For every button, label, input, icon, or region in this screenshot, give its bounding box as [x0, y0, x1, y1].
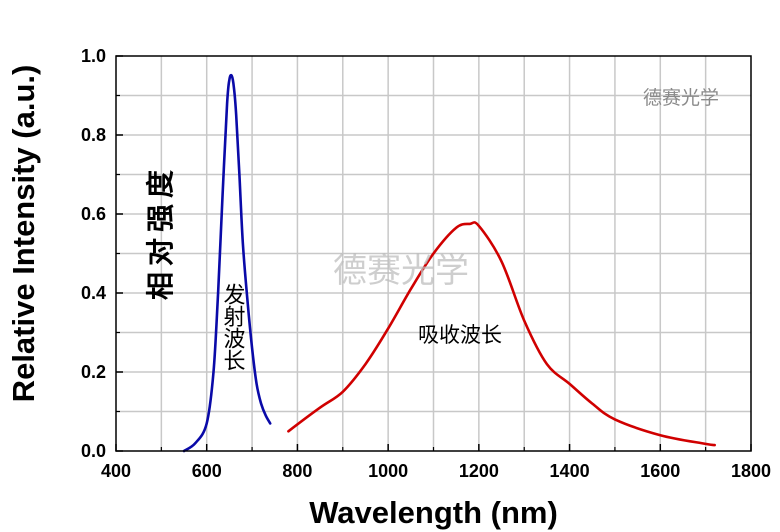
x-tick-label: 600: [192, 461, 222, 481]
watermark-corner: 德赛光学: [643, 87, 719, 109]
absorption-series-line: [287, 221, 716, 447]
y-tick-label: 0.8: [81, 125, 106, 145]
x-tick-label: 1000: [368, 461, 408, 481]
x-tick-label: 1400: [550, 461, 590, 481]
x-tick-label: 800: [282, 461, 312, 481]
y-axis-title: Relative Intensity (a.u.): [6, 65, 41, 403]
grid-lines: [116, 56, 751, 451]
x-tick-label: 1200: [459, 461, 499, 481]
y-tick-label: 0.2: [81, 362, 106, 382]
y-tick-label: 0.6: [81, 204, 106, 224]
emission-label: 发射波长: [220, 283, 246, 371]
y-tick-label: 1.0: [81, 46, 106, 66]
y-tick-label: 0.0: [81, 441, 106, 461]
y-tick-label: 0.4: [81, 283, 106, 303]
x-tick-label: 400: [101, 461, 131, 481]
absorption-label: 吸收波长: [418, 323, 502, 347]
cn-intensity-label: 相对强度: [144, 164, 177, 300]
x-tick-label: 1800: [731, 461, 771, 481]
x-axis-title: Wavelength (nm): [309, 495, 558, 530]
emission-series-line: [182, 73, 272, 453]
series-group: [182, 73, 716, 453]
x-tick-label: 1600: [640, 461, 680, 481]
axis-ticks: 400 600 800 1000 1200 1400 1600 1800 0.0 0.2 0.4 0.…: [81, 46, 771, 481]
watermark-center: 德赛光学: [333, 251, 469, 291]
